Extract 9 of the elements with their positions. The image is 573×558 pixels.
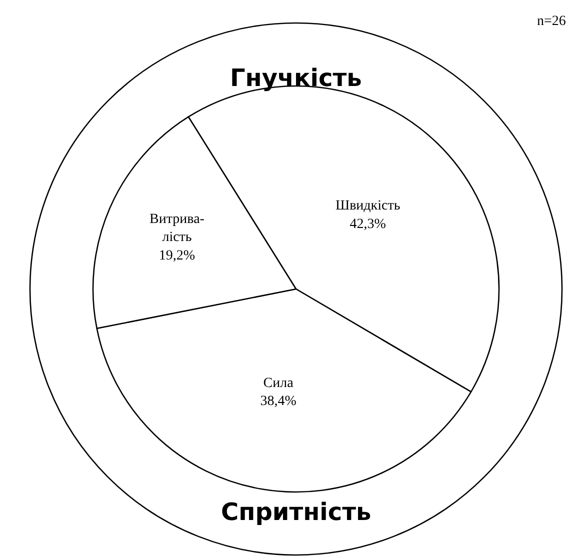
text: n=26 xyxy=(537,14,566,29)
data-label: 19,2% xyxy=(158,248,196,264)
slice-label: Витрива-лість xyxy=(150,212,205,246)
data-label: 42,3% xyxy=(350,216,386,232)
data-label: 38,4% xyxy=(260,394,297,410)
slice-label: Швидкість xyxy=(335,198,400,214)
text: Гнучкість xyxy=(230,64,362,92)
slice-label: Сила xyxy=(263,376,294,391)
text: Спритність xyxy=(221,498,372,526)
